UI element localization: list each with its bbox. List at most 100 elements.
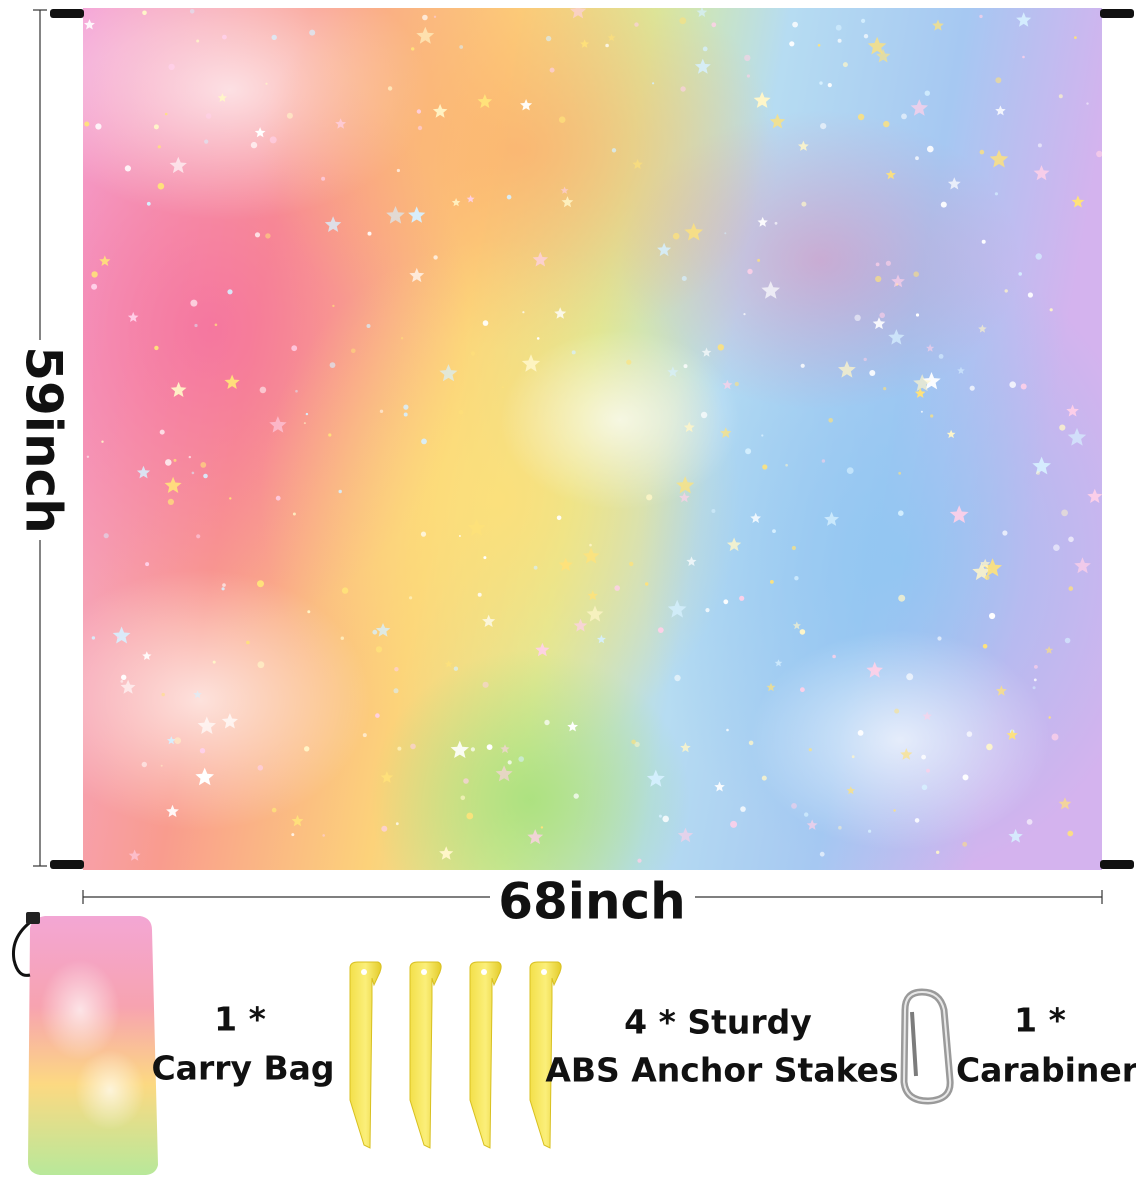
sparkle-star bbox=[1066, 404, 1079, 417]
sparkle-dot bbox=[246, 640, 250, 645]
sparkle-dot bbox=[340, 636, 344, 640]
sparkle-dot bbox=[637, 858, 642, 863]
sparkle-dot bbox=[305, 412, 309, 416]
accessory-label: Carry Bag bbox=[151, 1049, 334, 1088]
sparkle-dot bbox=[1068, 586, 1074, 591]
sparkle-dot bbox=[571, 350, 576, 355]
sparkle-star bbox=[142, 651, 152, 660]
sparkle-dot bbox=[740, 806, 746, 812]
sparkle-dot bbox=[203, 473, 208, 479]
sparkle-star bbox=[792, 621, 801, 630]
sparkle-dot bbox=[295, 389, 298, 393]
sparkle-star bbox=[932, 19, 944, 31]
carry-bag bbox=[11, 912, 158, 1175]
sparkle-dot bbox=[717, 344, 724, 351]
sparkle-dot bbox=[322, 834, 326, 837]
sparkle-star bbox=[335, 118, 347, 129]
sparkle-star bbox=[946, 429, 956, 439]
sparkle-dot bbox=[681, 276, 687, 281]
sparkle-dot bbox=[827, 83, 832, 88]
sparkle-dot bbox=[626, 359, 632, 365]
sparkle-star bbox=[714, 781, 725, 792]
sparkle-star bbox=[657, 242, 672, 257]
sparkle-dot bbox=[275, 495, 281, 501]
sparkle-star bbox=[554, 307, 567, 319]
sparkle-dot bbox=[196, 534, 201, 539]
sparkle-star bbox=[761, 281, 780, 299]
sparkle-dot bbox=[898, 594, 906, 602]
sparkle-dot bbox=[328, 433, 332, 437]
sparkle-dot bbox=[366, 324, 371, 328]
sparkle-dot bbox=[921, 784, 928, 791]
sparkle-dot bbox=[1096, 150, 1102, 158]
sparkle-dot bbox=[645, 582, 649, 586]
sparkle-dot bbox=[1048, 716, 1051, 719]
sparkle-dot bbox=[420, 531, 427, 537]
sparkle-dot bbox=[422, 14, 428, 21]
sparkle-dot bbox=[533, 565, 538, 570]
sparkle-dot bbox=[470, 351, 476, 356]
cord-lock bbox=[26, 912, 40, 924]
sparkle-dot bbox=[269, 136, 277, 144]
sparkle-dot bbox=[631, 739, 636, 745]
sparkle-dot bbox=[920, 410, 923, 413]
sparkle-star bbox=[683, 421, 695, 433]
sparkle-dot bbox=[761, 775, 767, 781]
sparkle-dot bbox=[730, 820, 738, 828]
sparkle-dot bbox=[351, 348, 356, 354]
sparkle-star bbox=[980, 558, 991, 569]
sparkle-dot bbox=[477, 592, 482, 597]
sparkle-dot bbox=[307, 610, 311, 614]
sparkle-star bbox=[166, 804, 179, 817]
sparkle-star bbox=[586, 605, 604, 622]
sparkle-dot bbox=[395, 822, 399, 826]
sparkle-dot bbox=[1002, 530, 1008, 536]
sparkle-dot bbox=[222, 583, 226, 587]
sparkle-star bbox=[532, 251, 549, 267]
sparkle-dot bbox=[979, 149, 985, 155]
sparkle-star bbox=[254, 127, 266, 138]
sparkle-star bbox=[914, 387, 926, 398]
sparkle-dot bbox=[921, 754, 926, 760]
sparkle-dot bbox=[820, 123, 827, 130]
sparkle-dot bbox=[250, 141, 258, 149]
sparkle-dot bbox=[799, 629, 806, 635]
sparkle-dot bbox=[927, 145, 934, 153]
sparkle-star bbox=[957, 366, 965, 374]
sparkle-star bbox=[217, 93, 227, 102]
sparkle-dot bbox=[403, 412, 408, 417]
sparkle-dot bbox=[652, 82, 655, 85]
sparkle-dot bbox=[400, 337, 404, 340]
sparkle-dot bbox=[157, 182, 165, 190]
sparkle-dot bbox=[868, 829, 872, 833]
sparkle-star bbox=[806, 819, 818, 830]
sparkle-dot bbox=[160, 764, 163, 767]
sparkle-star bbox=[136, 465, 151, 479]
sparkle-dot bbox=[906, 673, 914, 681]
sparkle-dot bbox=[362, 733, 367, 738]
sparkle-star bbox=[922, 372, 941, 390]
sparkle-dot bbox=[403, 404, 409, 410]
sparkle-dot bbox=[835, 24, 842, 31]
sparkle-dot bbox=[739, 595, 745, 601]
sparkle-dot bbox=[309, 29, 316, 36]
accessory-label: Carabiner bbox=[956, 1051, 1136, 1090]
sparkle-star bbox=[922, 711, 932, 721]
sparkle-dot bbox=[711, 509, 716, 513]
sparkle-star bbox=[679, 492, 690, 503]
sparkle-dot bbox=[605, 43, 609, 48]
sparkle-dot bbox=[747, 268, 753, 275]
sparkle-dot bbox=[257, 661, 265, 669]
sparkle-star bbox=[646, 769, 665, 787]
sparkle-star bbox=[1045, 645, 1054, 654]
accessory-label: ABS Anchor Stakes bbox=[545, 1051, 898, 1090]
sparkle-star bbox=[947, 177, 961, 190]
sparkle-dot bbox=[103, 533, 109, 539]
sparkle-dot bbox=[1036, 471, 1040, 475]
sparkle-dot bbox=[222, 34, 227, 40]
sparkle-star bbox=[1067, 427, 1087, 446]
sparkle-dot bbox=[857, 730, 864, 736]
sparkle-dot bbox=[95, 123, 102, 130]
sparkle-dot bbox=[291, 833, 295, 837]
sparkle-star bbox=[580, 39, 590, 48]
